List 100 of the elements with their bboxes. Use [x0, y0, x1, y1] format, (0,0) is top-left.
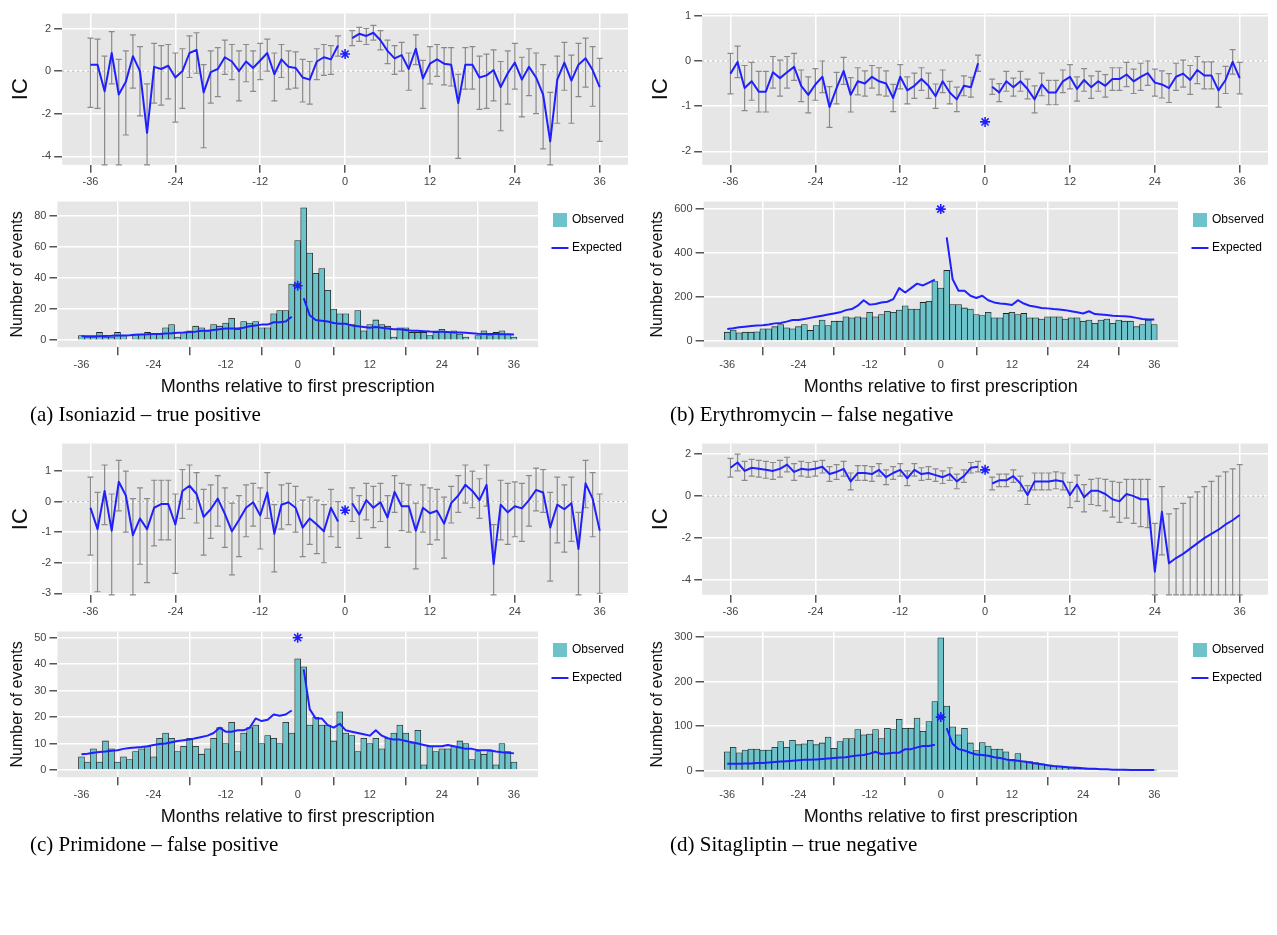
x-tick-label: -24	[145, 357, 162, 370]
x-tick-label: 12	[423, 605, 437, 618]
y-tick-label: 20	[34, 302, 47, 315]
y-tick-label: 0	[685, 489, 692, 502]
y-axis-title: Number of events	[8, 641, 26, 768]
y-tick-label: 2	[685, 447, 692, 460]
x-tick-label: -36	[719, 787, 736, 800]
y-tick-label: 0	[45, 64, 52, 77]
x-tick-label: 24	[1076, 787, 1090, 800]
y-tick-label: 0	[40, 763, 47, 776]
y-tick-label: -2	[681, 144, 692, 157]
y-axis-title: IC	[647, 508, 673, 531]
x-tick-label: 36	[1148, 787, 1161, 800]
y-tick-label: 60	[34, 239, 47, 252]
x-tick-label: 12	[1005, 787, 1019, 800]
y-tick-label: -2	[681, 531, 692, 544]
y-tick-label: 20	[34, 710, 47, 723]
x-tick-label: 12	[363, 787, 376, 800]
y-axis-title: Number of events	[8, 211, 26, 338]
x-tick-label: 0	[982, 175, 989, 188]
x-axis-title: Months relative to first prescription	[803, 376, 1078, 397]
x-tick-label: -36	[73, 787, 90, 800]
y-tick-label: 30	[34, 683, 47, 696]
y-axis-title: IC	[7, 78, 33, 101]
x-tick-label: 24	[1148, 605, 1161, 618]
y-tick-label: 40	[34, 270, 47, 283]
x-tick-label: -12	[217, 787, 234, 800]
x-tick-label: -36	[73, 357, 90, 370]
y-tick-label: 40	[34, 657, 47, 670]
y-tick-label: -4	[681, 573, 692, 586]
x-tick-label: 0	[937, 787, 944, 800]
x-tick-label: -24	[790, 787, 807, 800]
y-tick-label: 100	[674, 719, 693, 732]
x-tick-label: 36	[507, 357, 521, 370]
y-tick-label: -1	[681, 99, 692, 112]
x-tick-label: 12	[1063, 605, 1077, 618]
y-tick-label: -4	[41, 149, 52, 162]
x-tick-label: -12	[861, 357, 878, 370]
x-tick-label: 12	[423, 175, 437, 188]
text: (a) Isoniazid – true positive	[30, 402, 262, 428]
x-tick-label: -36	[82, 605, 99, 618]
x-tick-label: -24	[807, 605, 824, 618]
x-tick-label: 36	[1148, 357, 1161, 370]
x-tick-label: 24	[508, 605, 521, 618]
text: (c) Primidone – false positive	[30, 832, 280, 858]
x-tick-label: 36	[593, 175, 606, 188]
x-tick-label: -24	[167, 175, 184, 188]
x-tick-label: 12	[363, 357, 376, 370]
y-tick-label: -2	[41, 555, 52, 568]
x-tick-label: 36	[593, 605, 606, 618]
x-tick-label: -12	[217, 357, 234, 370]
x-tick-label: 24	[1076, 357, 1090, 370]
x-tick-label: 0	[294, 787, 301, 800]
y-axis-title: Number of events	[648, 211, 666, 338]
x-axis-title: Months relative to first prescription	[160, 806, 435, 827]
y-tick-label: 200	[674, 674, 693, 687]
x-tick-label: 36	[507, 787, 521, 800]
x-tick-label: -12	[861, 787, 878, 800]
legend-label: Observed	[571, 642, 625, 657]
y-tick-label: 300	[674, 629, 693, 642]
legend-label: Observed	[1211, 212, 1265, 227]
y-axis-title: IC	[647, 78, 673, 101]
y-tick-label: 0	[686, 334, 693, 347]
x-tick-label: -12	[892, 175, 909, 188]
x-tick-label: -24	[167, 605, 184, 618]
y-axis-title: Number of events	[648, 641, 666, 768]
y-tick-label: 1	[45, 464, 52, 477]
x-tick-label: 0	[342, 605, 349, 618]
y-tick-label: 10	[34, 736, 47, 749]
x-tick-label: 12	[1063, 175, 1077, 188]
y-tick-label: 80	[34, 208, 47, 221]
x-tick-label: 36	[1233, 605, 1246, 618]
y-tick-label: -2	[41, 106, 52, 119]
legend-label: Expected	[1211, 240, 1263, 255]
x-tick-label: 24	[435, 787, 448, 800]
x-tick-label: 0	[342, 175, 349, 188]
x-axis-title: Months relative to first prescription	[160, 376, 435, 397]
x-tick-label: 24	[1148, 175, 1161, 188]
x-tick-label: -24	[145, 787, 162, 800]
x-tick-label: 36	[1233, 175, 1246, 188]
y-tick-label: 0	[40, 333, 47, 346]
y-tick-label: 600	[674, 201, 693, 214]
x-tick-label: -36	[82, 175, 99, 188]
y-tick-label: 400	[674, 245, 693, 258]
x-tick-label: 24	[508, 175, 521, 188]
x-tick-label: -36	[722, 605, 739, 618]
x-tick-label: -12	[252, 605, 269, 618]
text: (b) Erythromycin – false negative	[670, 402, 955, 428]
y-tick-label: 1	[685, 8, 692, 21]
x-tick-label: -24	[807, 175, 824, 188]
x-tick-label: -24	[790, 357, 807, 370]
x-tick-label: 12	[1005, 357, 1019, 370]
text: (d) Sitagliptin – true negative	[670, 832, 919, 858]
y-tick-label: 0	[685, 54, 692, 67]
y-tick-label: 50	[34, 630, 47, 643]
y-tick-label: 200	[674, 289, 693, 302]
legend-label: Expected	[1211, 670, 1263, 685]
x-tick-label: -36	[722, 175, 739, 188]
y-tick-label: 0	[45, 494, 52, 507]
y-axis-title: IC	[7, 508, 33, 531]
